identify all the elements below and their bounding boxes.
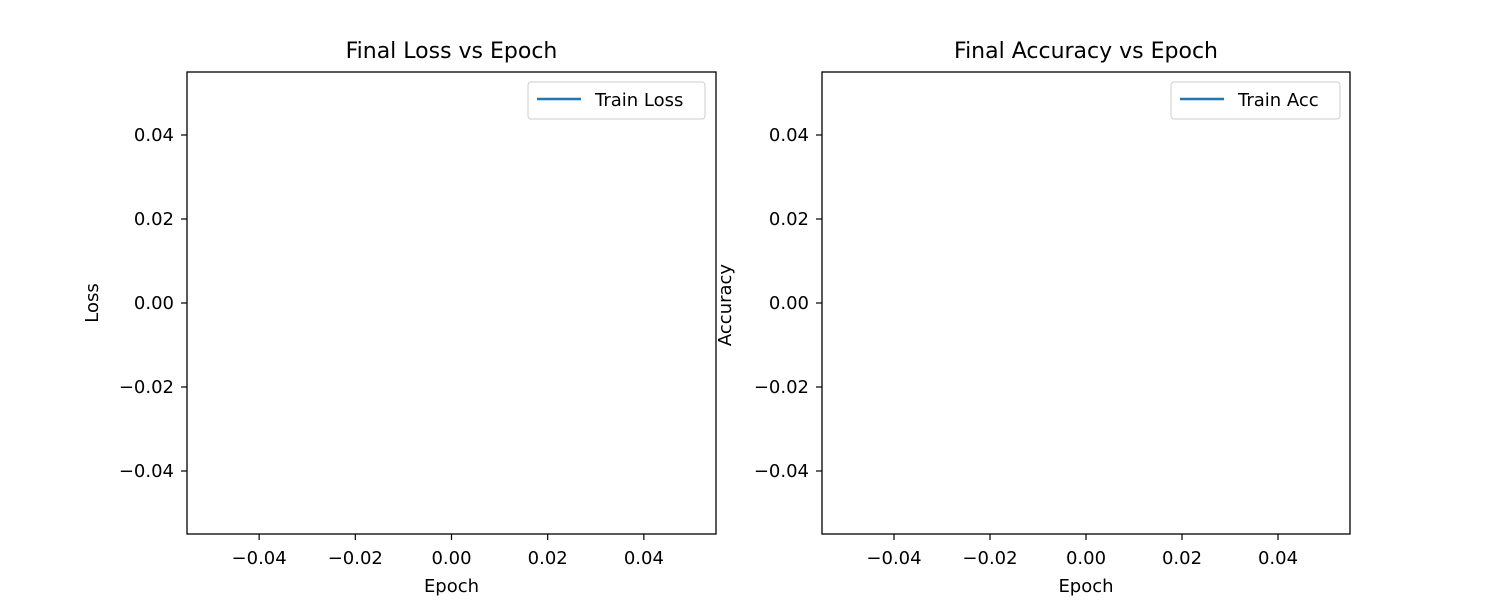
accuracy-y-ticks: −0.04 −0.02 0.00 0.02 0.04 bbox=[754, 125, 822, 482]
accuracy-legend-box bbox=[1170, 81, 1341, 120]
accuracy-x-tick-label: 0.00 bbox=[1066, 548, 1106, 569]
accuracy-y-tick-label: −0.04 bbox=[754, 461, 809, 482]
accuracy-x-axis-label: Epoch bbox=[1058, 576, 1113, 597]
loss-x-ticks: −0.04 −0.02 0.00 0.02 0.04 bbox=[232, 534, 664, 569]
loss-y-tick-label: 0.00 bbox=[134, 293, 174, 314]
loss-x-tick-label: 0.02 bbox=[528, 548, 568, 569]
loss-legend-label: Train Loss bbox=[594, 90, 683, 111]
loss-plot-area bbox=[186, 71, 717, 535]
loss-chart: Final Loss vs Epoch −0.04 −0.02 0.00 0.02 0.… bbox=[82, 39, 717, 597]
accuracy-y-axis-label: Accuracy bbox=[715, 264, 736, 347]
accuracy-chart: Final Accuracy vs Epoch −0.04 −0.02 0.00 0.… bbox=[715, 39, 1351, 597]
loss-x-axis-label: Epoch bbox=[424, 576, 479, 597]
loss-legend: Train Loss bbox=[527, 81, 706, 120]
accuracy-x-tick-label: 0.02 bbox=[1162, 548, 1202, 569]
accuracy-x-tick-label: −0.02 bbox=[962, 548, 1017, 569]
accuracy-chart-title: Final Accuracy vs Epoch bbox=[954, 39, 1218, 64]
loss-y-axis-label: Loss bbox=[82, 283, 103, 322]
accuracy-plot-area bbox=[821, 71, 1351, 535]
loss-y-tick-label: 0.02 bbox=[134, 209, 174, 230]
loss-y-tick-label: −0.04 bbox=[119, 461, 174, 482]
accuracy-x-tick-label: −0.04 bbox=[866, 548, 921, 569]
accuracy-x-tick-label: 0.04 bbox=[1258, 548, 1298, 569]
loss-x-tick-label: −0.02 bbox=[328, 548, 383, 569]
accuracy-y-tick-label: −0.02 bbox=[754, 377, 809, 398]
loss-y-tick-label: −0.02 bbox=[119, 377, 174, 398]
loss-y-tick-label: 0.04 bbox=[134, 125, 174, 146]
loss-x-tick-label: −0.04 bbox=[232, 548, 287, 569]
accuracy-x-ticks: −0.04 −0.02 0.00 0.02 0.04 bbox=[866, 534, 1298, 569]
loss-x-tick-label: 0.04 bbox=[624, 548, 664, 569]
loss-x-tick-label: 0.00 bbox=[431, 548, 471, 569]
accuracy-y-tick-label: 0.02 bbox=[769, 209, 809, 230]
loss-chart-title: Final Loss vs Epoch bbox=[346, 39, 558, 64]
loss-legend-box bbox=[527, 81, 706, 120]
accuracy-legend-label: Train Acc bbox=[1237, 90, 1319, 111]
loss-y-ticks: −0.04 −0.02 0.00 0.02 0.04 bbox=[119, 125, 187, 482]
accuracy-legend: Train Acc bbox=[1170, 81, 1341, 120]
accuracy-y-tick-label: 0.04 bbox=[769, 125, 809, 146]
accuracy-y-tick-label: 0.00 bbox=[769, 293, 809, 314]
